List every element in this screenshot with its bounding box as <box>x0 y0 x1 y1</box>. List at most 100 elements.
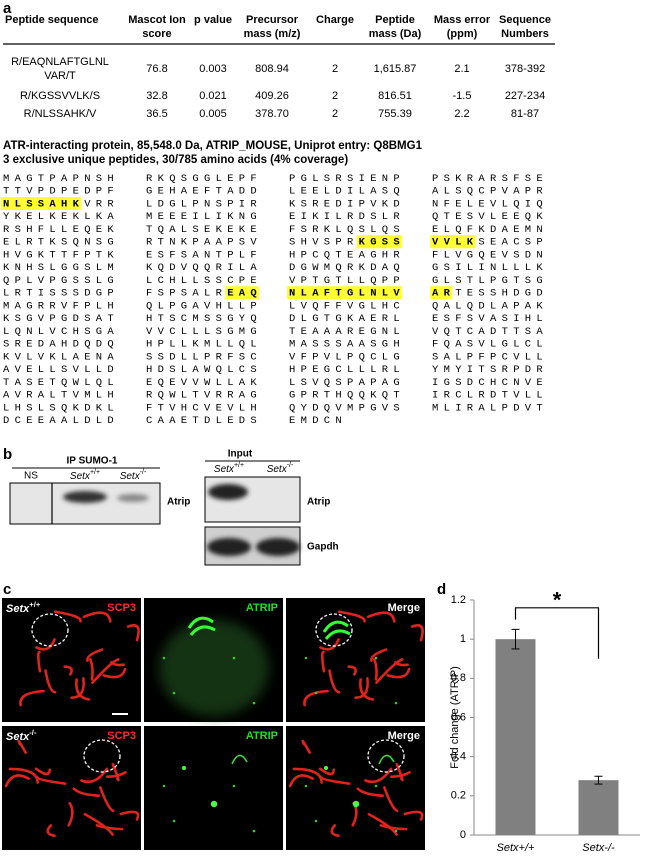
residues: KSGVPGDSAT <box>3 313 119 325</box>
panel-label: c <box>3 581 11 598</box>
atrip-signal <box>378 754 395 765</box>
chromosome <box>319 638 340 651</box>
chromosome <box>410 623 424 642</box>
atrip-signal <box>187 616 214 629</box>
chromosome <box>99 786 115 813</box>
residues: HPEGCLLLRL <box>289 364 405 376</box>
y-tick-label: 0.8 <box>451 672 466 684</box>
residues: LEELDILASQ <box>289 186 405 198</box>
blot-label: Atrip <box>167 497 190 508</box>
residues: DLGTGKAERL <box>289 313 405 325</box>
genotype: +/+ <box>29 600 41 609</box>
table-cell: 0.003 <box>199 63 227 75</box>
chromosome <box>119 810 140 821</box>
table-cell: 2.1 <box>454 63 469 75</box>
chromosome <box>390 771 411 778</box>
channel-label: ATRIP <box>246 602 278 614</box>
band <box>117 494 149 502</box>
blot-title: IP SUMO-1 <box>67 456 118 467</box>
table-header: (ppm) <box>447 28 478 40</box>
region-circle <box>367 739 405 773</box>
y-tick-label: 0.2 <box>451 790 466 802</box>
y-tick-label: 0 <box>460 829 466 841</box>
genotype-label: Setx+/+ <box>70 469 100 481</box>
atrip-dot <box>252 829 256 833</box>
peptide-highlight <box>225 286 259 300</box>
channel-label: SCP3 <box>107 602 136 614</box>
residues: TTVPDPEDPF <box>3 186 119 198</box>
region-circle <box>315 613 353 647</box>
residues: LHSLSQKDKL <box>3 402 119 414</box>
chromosome <box>70 677 85 700</box>
blot-label: Gapdh <box>307 542 339 553</box>
residues: MEEEILIKNG <box>146 211 262 223</box>
atrip-dot <box>172 819 176 823</box>
residues: QYDQVMPGVS <box>289 402 405 414</box>
table-header: Precursor <box>246 14 299 26</box>
chromosome <box>67 801 74 827</box>
protein-info: ATR-interacting protein, 85,548.0 Da, AT… <box>3 140 423 152</box>
residues: SHVSPR <box>289 237 359 249</box>
chromosome <box>366 611 396 623</box>
atrip-dot <box>394 829 398 833</box>
atrip-dot <box>182 766 186 770</box>
atrip-dot <box>252 701 256 705</box>
peptide-residues: NLSSAHK <box>3 198 84 210</box>
micrograph <box>2 726 141 850</box>
atrip-dot <box>232 656 236 660</box>
y-axis-label: Fold change (ATRIP) <box>449 666 461 769</box>
residues: KSREDIPVKD <box>289 198 405 210</box>
channel-label: Merge <box>388 730 420 742</box>
residues: HVGKTTFPTK <box>3 249 119 261</box>
peptide-highlight <box>1 197 82 210</box>
blot-label: Atrip <box>307 497 330 508</box>
residues: GPRTHQQKQT <box>289 390 405 402</box>
y-tick-label: 1.2 <box>451 594 466 606</box>
table-header: Charge <box>316 14 354 26</box>
band <box>208 484 248 500</box>
residues: QLPGAVHLLP <box>146 300 262 312</box>
y-tick-label: 1 <box>460 633 466 645</box>
chromosome <box>63 665 73 676</box>
chromosome <box>36 650 42 673</box>
atrip-dot <box>374 656 378 660</box>
micrograph <box>144 726 283 850</box>
residues: EQEVVWLLAK <box>146 377 262 389</box>
peptide-residues: EAQ <box>227 288 262 300</box>
gene: Setx <box>6 603 30 615</box>
atrip-dot <box>324 766 328 770</box>
gene: Setx <box>214 464 235 475</box>
blot <box>9 482 161 525</box>
table-cell: 409.26 <box>255 90 289 102</box>
band <box>207 538 251 556</box>
residues: SREDAHDQDQ <box>3 339 119 351</box>
chromosome <box>8 767 39 784</box>
chromosome <box>46 824 56 838</box>
atrip-dot <box>314 691 318 695</box>
table-cell: R/KGSSVVLK/S <box>20 90 100 102</box>
lane-label: NS <box>24 471 38 482</box>
chromosome <box>80 767 109 784</box>
residues: GSILINLLLK <box>432 262 548 274</box>
chromosome <box>354 677 369 700</box>
peptide-residues: KGSS <box>359 237 405 249</box>
genotype: +/+ <box>90 469 100 476</box>
residues: FSRKLQSLQS <box>289 224 405 236</box>
chromosome <box>403 810 424 821</box>
residues: MLIRALPDVT <box>432 402 548 414</box>
residues: TEAAAREGNL <box>289 326 405 338</box>
table-cell: 378-392 <box>505 63 545 75</box>
peptide-residues: VVLK <box>432 237 478 249</box>
chromosome <box>330 824 340 838</box>
protein-info: 3 exclusive unique peptides, 30/785 amin… <box>3 154 348 166</box>
table-cell: 76.8 <box>146 63 167 75</box>
chromosome <box>364 767 393 784</box>
panel-label: a <box>3 0 12 17</box>
atrip-dot <box>172 691 176 695</box>
residues: ALSQCPVAPR <box>432 186 548 198</box>
chromosome <box>95 824 124 831</box>
table-cell: 2 <box>332 90 338 102</box>
residues: TASETQWLQL <box>3 377 119 389</box>
atrip-dot <box>314 819 318 823</box>
